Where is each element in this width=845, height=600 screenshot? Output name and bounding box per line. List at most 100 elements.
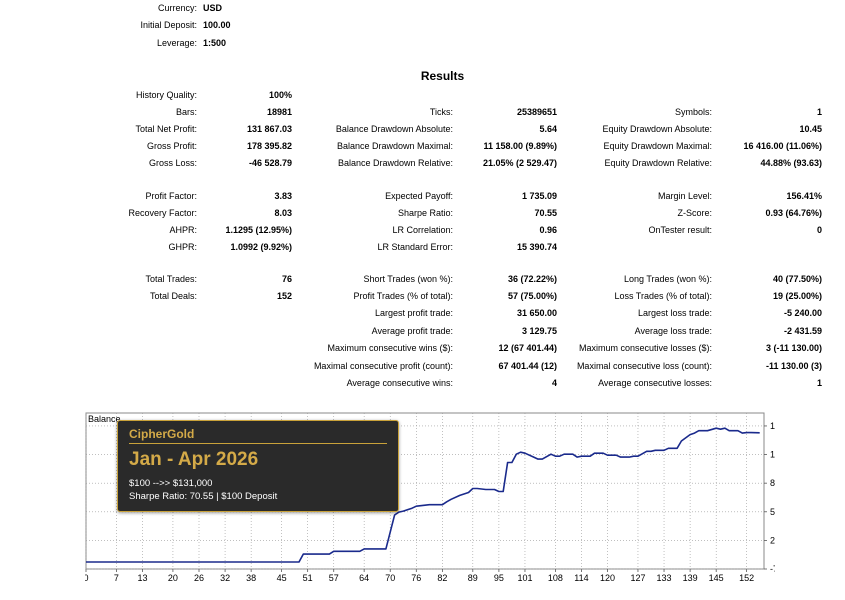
stat-value: 31 650.00 (516, 308, 557, 318)
stat-label: Profit Factor: (145, 191, 197, 201)
x-tick-label: 0 (85, 573, 89, 582)
stat-label: Margin Level: (657, 191, 712, 201)
y-tick-label: 138801 (770, 421, 775, 431)
header-currency-label: Currency: (157, 3, 197, 13)
stat-value: 0.93 (64.76%) (765, 208, 822, 218)
stat-label: OnTester result: (648, 225, 712, 235)
stat-label: Equity Drawdown Maximal: (603, 141, 712, 151)
stat-label: Symbols: (674, 107, 712, 117)
stat-value: 10.45 (799, 124, 822, 134)
balance-line (86, 427, 760, 563)
x-tick-label: 101 (517, 573, 532, 582)
x-tick-label: 114 (574, 573, 588, 582)
overlay-brand: CipherGold (129, 427, 195, 441)
stat-value: 1 (816, 378, 822, 388)
x-tick-label: 152 (739, 573, 754, 582)
stat-value: 25389651 (516, 107, 557, 117)
x-tick-label: 89 (468, 573, 478, 582)
x-tick-label: 139 (683, 573, 698, 582)
x-tick-label: 32 (220, 573, 230, 582)
stat-value: 1.0992 (9.92%) (230, 242, 292, 252)
x-tick-label: 45 (277, 573, 287, 582)
stat-label: Largest loss trade: (637, 308, 712, 318)
stat-value: 100% (268, 90, 292, 100)
stat-value: 1 (816, 107, 822, 117)
overlay-period: Jan - Apr 2026 (129, 449, 259, 470)
stat-label: Balance Drawdown Absolute: (335, 124, 453, 134)
x-tick-label: 13 (137, 573, 147, 582)
x-tick-label: 26 (194, 573, 204, 582)
stat-label: Profit Trades (% of total): (353, 291, 453, 301)
stat-label: LR Correlation: (392, 225, 453, 235)
stat-label: Gross Loss: (148, 158, 197, 168)
stat-value: 4 (551, 378, 557, 388)
stat-value: 36 (72.22%) (507, 274, 557, 284)
stat-label: Total Deals: (149, 291, 197, 301)
stat-value: 70.55 (534, 208, 557, 218)
stat-label: Maximum consecutive wins ($): (327, 343, 453, 353)
stat-value: 76 (281, 274, 292, 284)
stat-value: 0.96 (539, 225, 557, 235)
stat-value: 11 158.00 (9.89%) (483, 141, 557, 151)
x-tick-label: 20 (168, 573, 178, 582)
y-tick-label: 80478 (770, 478, 775, 488)
stat-value: 3 (-11 130.00) (765, 343, 822, 353)
stat-value: 21.05% (2 529.47) (482, 158, 557, 168)
y-tick-label: 51317 (770, 507, 775, 517)
stat-value: -5 240.00 (783, 308, 822, 318)
stat-label: Equity Drawdown Absolute: (602, 124, 712, 134)
overlay-growth: $100 -->> $131,000 (129, 478, 213, 489)
x-tick-label: 145 (709, 573, 724, 582)
stat-value: -2 431.59 (783, 326, 822, 336)
stat-label: History Quality: (135, 90, 197, 100)
stat-label: Maximum consecutive losses ($): (578, 343, 712, 353)
stat-label: Largest profit trade: (374, 308, 453, 318)
stat-value: 1 735.09 (521, 191, 557, 201)
stat-label: LR Standard Error: (377, 242, 453, 252)
stat-value: 12 (67 401.44) (498, 343, 557, 353)
x-tick-label: 64 (359, 573, 369, 582)
x-tick-label: 95 (494, 573, 504, 582)
stat-label: Loss Trades (% of total): (614, 291, 712, 301)
stat-label: Short Trades (won %): (363, 274, 453, 284)
stat-value: -46 528.79 (248, 158, 292, 168)
stat-label: Total Trades: (145, 274, 197, 284)
stat-label: Maximal consecutive profit (count): (313, 361, 453, 371)
stat-label: Long Trades (won %): (623, 274, 712, 284)
x-tick-label: 7 (114, 573, 119, 582)
stat-label: GHPR: (168, 242, 197, 252)
stat-value: 3.83 (274, 191, 292, 201)
promo-overlay: CipherGold Jan - Apr 2026 $100 -->> $131… (117, 420, 399, 512)
y-tick-label: 109639 (770, 450, 775, 460)
header-leverage-label: Leverage: (156, 38, 197, 48)
x-tick-label: 51 (303, 573, 313, 582)
stat-label: Recovery Factor: (128, 208, 197, 218)
x-tick-label: 108 (548, 573, 563, 582)
stat-value: 67 401.44 (12) (498, 361, 557, 371)
stat-label: Maximal consecutive loss (count): (576, 361, 712, 371)
header-leverage-value: 1:500 (203, 38, 227, 48)
x-tick-label: 70 (385, 573, 395, 582)
x-tick-label: 127 (630, 573, 645, 582)
stat-label: Z-Score: (677, 208, 712, 218)
y-tick-label: -7006 (770, 564, 775, 574)
stat-value: 3 129.75 (521, 326, 557, 336)
stat-value: 156.41% (786, 191, 822, 201)
stat-label: Sharpe Ratio: (397, 208, 453, 218)
stat-value: 5.64 (539, 124, 557, 134)
stat-label: Total Net Profit: (135, 124, 197, 134)
y-axis-title: Balance (88, 414, 121, 424)
stat-value: 19 (25.00%) (772, 291, 822, 301)
stat-label: Ticks: (429, 107, 453, 117)
stat-label: Bars: (175, 107, 197, 117)
stat-value: 8.03 (274, 208, 292, 218)
stat-label: Average profit trade: (371, 326, 453, 336)
stat-value: 0 (816, 225, 822, 235)
stat-label: Balance Drawdown Maximal: (336, 141, 453, 151)
stat-value: -11 130.00 (3) (765, 361, 822, 371)
header-currency-value: USD (203, 3, 223, 13)
y-tick-label: 22155 (770, 535, 775, 545)
stat-label: Gross Profit: (146, 141, 197, 151)
x-tick-label: 133 (657, 573, 672, 582)
results-title: Results (420, 69, 465, 83)
